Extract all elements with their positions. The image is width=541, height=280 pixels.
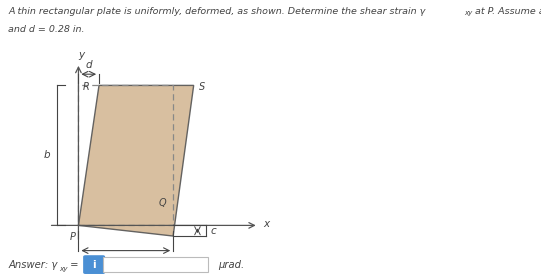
Text: and d = 0.28 in.: and d = 0.28 in.: [8, 25, 84, 34]
Text: R: R: [83, 82, 89, 92]
Text: a: a: [123, 256, 129, 266]
Text: y: y: [78, 50, 84, 60]
Text: x: x: [263, 219, 269, 229]
Text: d: d: [85, 60, 92, 70]
Text: i: i: [93, 260, 96, 270]
Text: xy: xy: [464, 10, 472, 16]
Text: xy: xy: [59, 266, 68, 272]
Text: c: c: [211, 226, 217, 236]
Text: =: =: [67, 260, 78, 270]
Text: P: P: [70, 232, 76, 242]
Text: b: b: [44, 150, 50, 160]
Text: Q: Q: [159, 198, 166, 208]
FancyBboxPatch shape: [103, 257, 208, 272]
Text: A thin rectangular plate is uniformly, deformed, as shown. Determine the shear s: A thin rectangular plate is uniformly, d…: [8, 7, 425, 16]
Text: at P. Assume a = 21 in., b = 29 in., c = 0.16 in.,: at P. Assume a = 21 in., b = 29 in., c =…: [472, 7, 541, 16]
FancyBboxPatch shape: [84, 256, 104, 273]
Polygon shape: [78, 85, 194, 236]
Text: Answer: γ: Answer: γ: [8, 260, 57, 270]
Text: μrad.: μrad.: [218, 260, 244, 270]
Text: S: S: [199, 82, 206, 92]
